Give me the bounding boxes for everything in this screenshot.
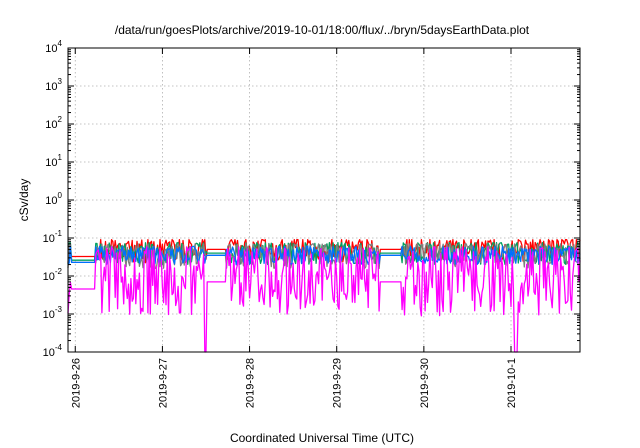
x-axis-label: Coordinated Universal Time (UTC) bbox=[230, 431, 414, 445]
x-tick-label: 2019-9-28 bbox=[245, 358, 257, 408]
x-tick-label: 2019-9-26 bbox=[70, 358, 82, 408]
y-tick-label: 10-4 bbox=[43, 343, 63, 359]
y-tick-label: 10-3 bbox=[43, 305, 63, 321]
y-axis-label: cSv/day bbox=[17, 179, 31, 222]
x-tick-label: 2019-9-30 bbox=[419, 358, 431, 408]
y-tick-label: 10-2 bbox=[43, 267, 63, 283]
y-tick-label: 10-1 bbox=[43, 229, 63, 245]
y-tick-label: 103 bbox=[45, 77, 62, 93]
x-tick-label: 2019-10-1 bbox=[506, 358, 518, 408]
chart-title: /data/run/goesPlots/archive/2019-10-01/1… bbox=[115, 23, 530, 37]
x-tick-label: 2019-9-27 bbox=[157, 358, 169, 408]
y-tick-label: 104 bbox=[45, 39, 62, 55]
axes: 10-4 10-3 10-2 10-1 100 101 102 103 104 2019-9-26… bbox=[43, 39, 580, 408]
series-line bbox=[67, 245, 581, 353]
x-tick-label: 2019-9-29 bbox=[332, 358, 344, 408]
y-tick-label: 100 bbox=[45, 191, 62, 207]
y-tick-label: 102 bbox=[45, 115, 62, 131]
series-group bbox=[67, 239, 581, 353]
y-tick-label: 101 bbox=[45, 153, 62, 169]
